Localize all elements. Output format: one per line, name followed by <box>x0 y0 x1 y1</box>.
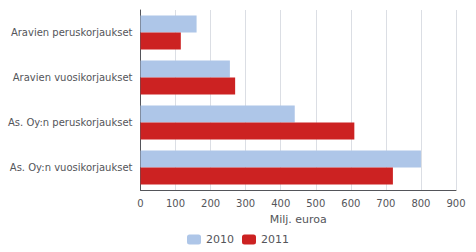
svg-text:As. Oy:n peruskorjaukset: As. Oy:n peruskorjaukset <box>8 117 133 128</box>
svg-text:Aravien peruskorjaukset: Aravien peruskorjaukset <box>11 27 133 38</box>
svg-text:900: 900 <box>446 198 465 209</box>
svg-text:500: 500 <box>306 198 325 209</box>
svg-text:400: 400 <box>271 198 290 209</box>
svg-text:300: 300 <box>236 198 255 209</box>
svg-text:0: 0 <box>137 198 143 209</box>
svg-text:700: 700 <box>376 198 395 209</box>
svg-text:600: 600 <box>341 198 360 209</box>
svg-text:As. Oy:n vuosikorjaukset: As. Oy:n vuosikorjaukset <box>10 162 133 173</box>
svg-text:2010: 2010 <box>206 233 234 246</box>
svg-text:Aravien vuosikorjaukset: Aravien vuosikorjaukset <box>13 72 133 83</box>
svg-text:200: 200 <box>201 198 220 209</box>
svg-text:2011: 2011 <box>261 233 289 246</box>
svg-text:Milj. euroa: Milj. euroa <box>270 213 327 226</box>
svg-text:800: 800 <box>411 198 430 209</box>
svg-text:100: 100 <box>166 198 185 209</box>
